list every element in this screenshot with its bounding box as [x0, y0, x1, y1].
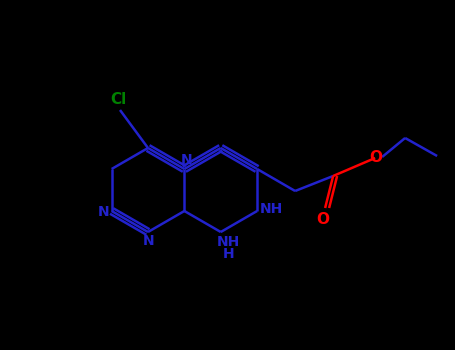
Text: O: O: [317, 211, 329, 226]
Text: O: O: [369, 149, 383, 164]
Text: N: N: [98, 205, 110, 219]
Text: Cl: Cl: [110, 92, 126, 107]
Text: NH: NH: [259, 202, 283, 216]
Text: NH: NH: [217, 235, 240, 249]
Text: N: N: [181, 153, 192, 167]
Text: N: N: [143, 234, 155, 248]
Text: H: H: [223, 247, 235, 261]
